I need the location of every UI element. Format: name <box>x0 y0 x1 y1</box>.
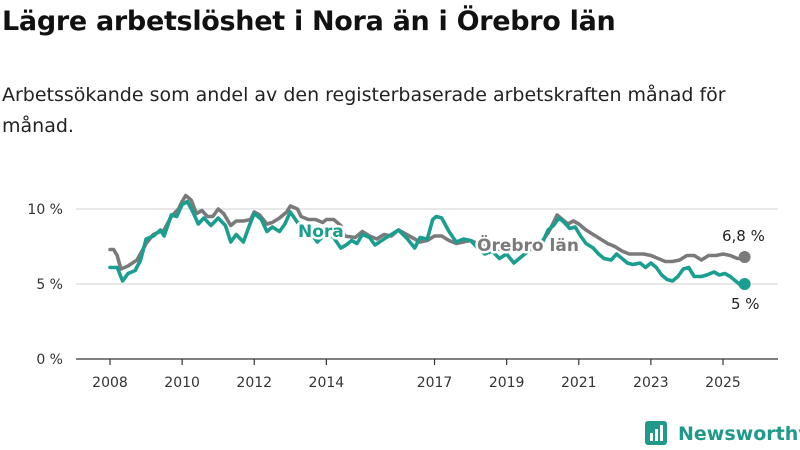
x-tick-label: 2008 <box>92 375 128 391</box>
y-tick-label: 5 % <box>36 277 63 293</box>
end-label-orebro: 6,8 % <box>722 227 765 245</box>
x-tick-label: 2010 <box>164 375 200 391</box>
series-label-orebro: Örebro län <box>477 234 579 256</box>
y-tick-label: 0 % <box>36 352 63 368</box>
end-marker-nora <box>738 278 751 290</box>
x-tick-label: 2019 <box>489 375 525 391</box>
series-line-orebro <box>108 193 747 271</box>
x-tick-label: 2014 <box>309 375 345 391</box>
series-label-nora: Nora <box>298 222 344 242</box>
end-label-nora: 5 % <box>731 295 760 313</box>
x-tick-label: 2012 <box>236 375 272 391</box>
x-tick-label: 2025 <box>705 375 741 391</box>
end-marker-orebro <box>738 251 751 263</box>
series-lines <box>108 193 751 290</box>
x-tick-label: 2017 <box>417 375 453 391</box>
series-labels: Nora Örebro län 6,8 % 5 % <box>296 220 767 316</box>
chart-subtitle: Arbetssökande som andel av den registerb… <box>2 84 726 137</box>
axes: 0 % 5 % 10 % 2008 2010 2012 2014 2017 2019 2021 20… <box>27 202 778 391</box>
x-tick-label: 2021 <box>561 375 597 391</box>
grid-lines <box>76 208 778 285</box>
chart-title: Lägre arbetslöshet i Nora än i Örebro lä… <box>2 6 616 37</box>
series-line-nora <box>108 199 747 288</box>
y-tick-label: 10 % <box>27 202 63 218</box>
x-tick-label: 2023 <box>633 375 669 391</box>
brand-name: Newsworthy <box>678 423 800 445</box>
newsworthy-logo: Newsworthy <box>645 421 800 445</box>
